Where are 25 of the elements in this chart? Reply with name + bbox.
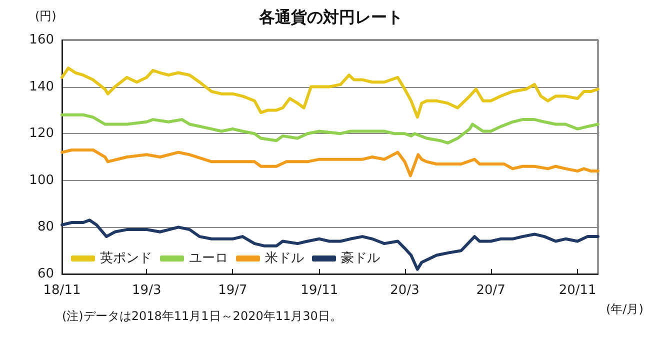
x-tick-label: 20/11 [558, 283, 596, 298]
line-series [60, 218, 600, 271]
x-tick-label: 18/11 [43, 283, 81, 298]
x-tick-label: 19/7 [218, 283, 248, 298]
legend-label: ユーロ [189, 251, 228, 266]
x-tick-label: 20/7 [476, 283, 506, 298]
y-axis-title: (円) [35, 9, 56, 23]
x-axis-title: (年/月) [606, 302, 644, 316]
y-tick-label: 160 [29, 32, 54, 48]
line-series [60, 66, 600, 119]
y-tick-label: 80 [37, 220, 54, 235]
legend-label: 豪ドル [341, 251, 380, 266]
x-tick-label: 19/11 [300, 283, 338, 298]
y-tick-label: 120 [29, 126, 54, 142]
chart-title: 各通貨の対円レート [258, 8, 403, 26]
y-tick-label: 60 [37, 266, 54, 282]
x-tick-label: 20/3 [390, 283, 420, 298]
x-tick-label: 19/3 [132, 283, 162, 298]
legend-label: 英ポンド [100, 251, 152, 266]
text: (注)データは2018年11月1日～2020年11月30日。 [62, 309, 342, 323]
line-series [60, 148, 600, 178]
line-series [60, 113, 600, 144]
y-tick-label: 100 [29, 172, 54, 188]
y-tick-label: 140 [29, 79, 54, 94]
legend-label: 米ドル [265, 251, 304, 266]
